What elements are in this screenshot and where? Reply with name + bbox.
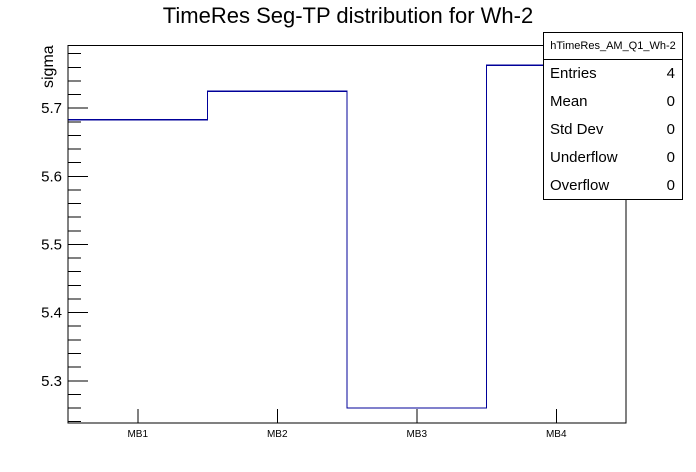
y-tick-label: 5.6 xyxy=(41,168,62,185)
stats-label: Std Dev xyxy=(550,120,604,138)
stats-label: Underflow xyxy=(550,148,618,166)
x-tick-label: MB4 xyxy=(546,429,567,440)
stats-label: Mean xyxy=(550,93,588,111)
axis-ticks xyxy=(68,53,557,423)
stats-row-underflow: Underflow 0 xyxy=(544,143,682,171)
stats-label: Entries xyxy=(550,65,597,83)
y-axis-title: sigma xyxy=(40,45,57,88)
y-tick-label: 5.4 xyxy=(41,305,62,322)
x-tick-label: MB2 xyxy=(267,429,288,440)
x-tick-label: MB3 xyxy=(406,429,427,440)
stats-row-stddev: Std Dev 0 xyxy=(544,116,682,144)
stats-value: 0 xyxy=(666,176,675,194)
y-tick-label: 5.3 xyxy=(41,373,62,390)
stats-value: 0 xyxy=(666,148,675,166)
stats-row-entries: Entries 4 xyxy=(544,60,682,88)
chart-title: TimeRes Seg-TP distribution for Wh-2 xyxy=(162,3,534,28)
stats-row-mean: Mean 0 xyxy=(544,88,682,116)
stats-row-overflow: Overflow 0 xyxy=(544,171,682,199)
stats-box: hTimeRes_AM_Q1_Wh-2 Entries 4 Mean 0 Std… xyxy=(543,32,683,200)
x-tick-label: MB1 xyxy=(127,429,148,440)
axis-labels: 5.3 5.4 5.5 5.6 5.7 MB1 MB2 MB3 MB4 xyxy=(41,100,567,440)
stats-value: 4 xyxy=(666,65,675,83)
plot-frame xyxy=(67,45,627,424)
stats-value: 0 xyxy=(666,93,675,111)
stats-title: hTimeRes_AM_Q1_Wh-2 xyxy=(544,33,682,60)
y-tick-label: 5.7 xyxy=(41,100,62,117)
y-tick-label: 5.5 xyxy=(41,236,62,253)
stats-value: 0 xyxy=(666,120,675,138)
stats-label: Overflow xyxy=(550,176,610,194)
